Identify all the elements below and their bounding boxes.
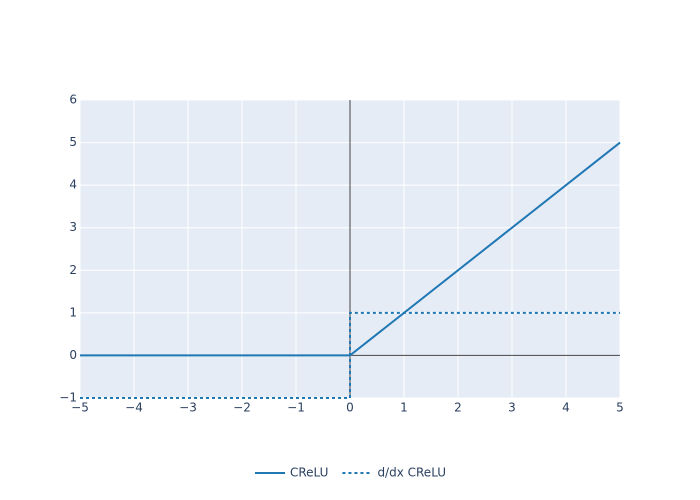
y-tick-label: 4 (69, 178, 77, 192)
line-series (80, 311, 620, 399)
x-tick-label: −1 (287, 401, 305, 415)
x-tick-label: 2 (454, 401, 462, 415)
legend: CReLU d/dx CReLU (255, 466, 446, 480)
x-tick-label: −2 (233, 401, 251, 415)
x-tick-label: 1 (400, 401, 408, 415)
y-tick-label: 5 (69, 135, 77, 149)
y-tick-label: 3 (69, 220, 77, 234)
x-tick-label: −3 (179, 401, 197, 415)
x-tick-label: 0 (346, 401, 354, 415)
y-tick-label: 0 (69, 348, 77, 362)
x-tick-label: 3 (508, 401, 516, 415)
legend-label: d/dx CReLU (377, 466, 446, 480)
y-tick-label: 2 (69, 263, 77, 277)
x-tick-label: −5 (71, 401, 89, 415)
x-tick-label: 4 (562, 401, 570, 415)
legend-label: CReLU (290, 466, 328, 480)
y-tick-label: −1 (59, 391, 77, 405)
x-tick-label: 5 (616, 401, 624, 415)
y-tick-label: 1 (69, 305, 77, 319)
marks (80, 141, 621, 399)
y-tick-label: 6 (69, 93, 77, 107)
x-tick-label: −4 (125, 401, 143, 415)
